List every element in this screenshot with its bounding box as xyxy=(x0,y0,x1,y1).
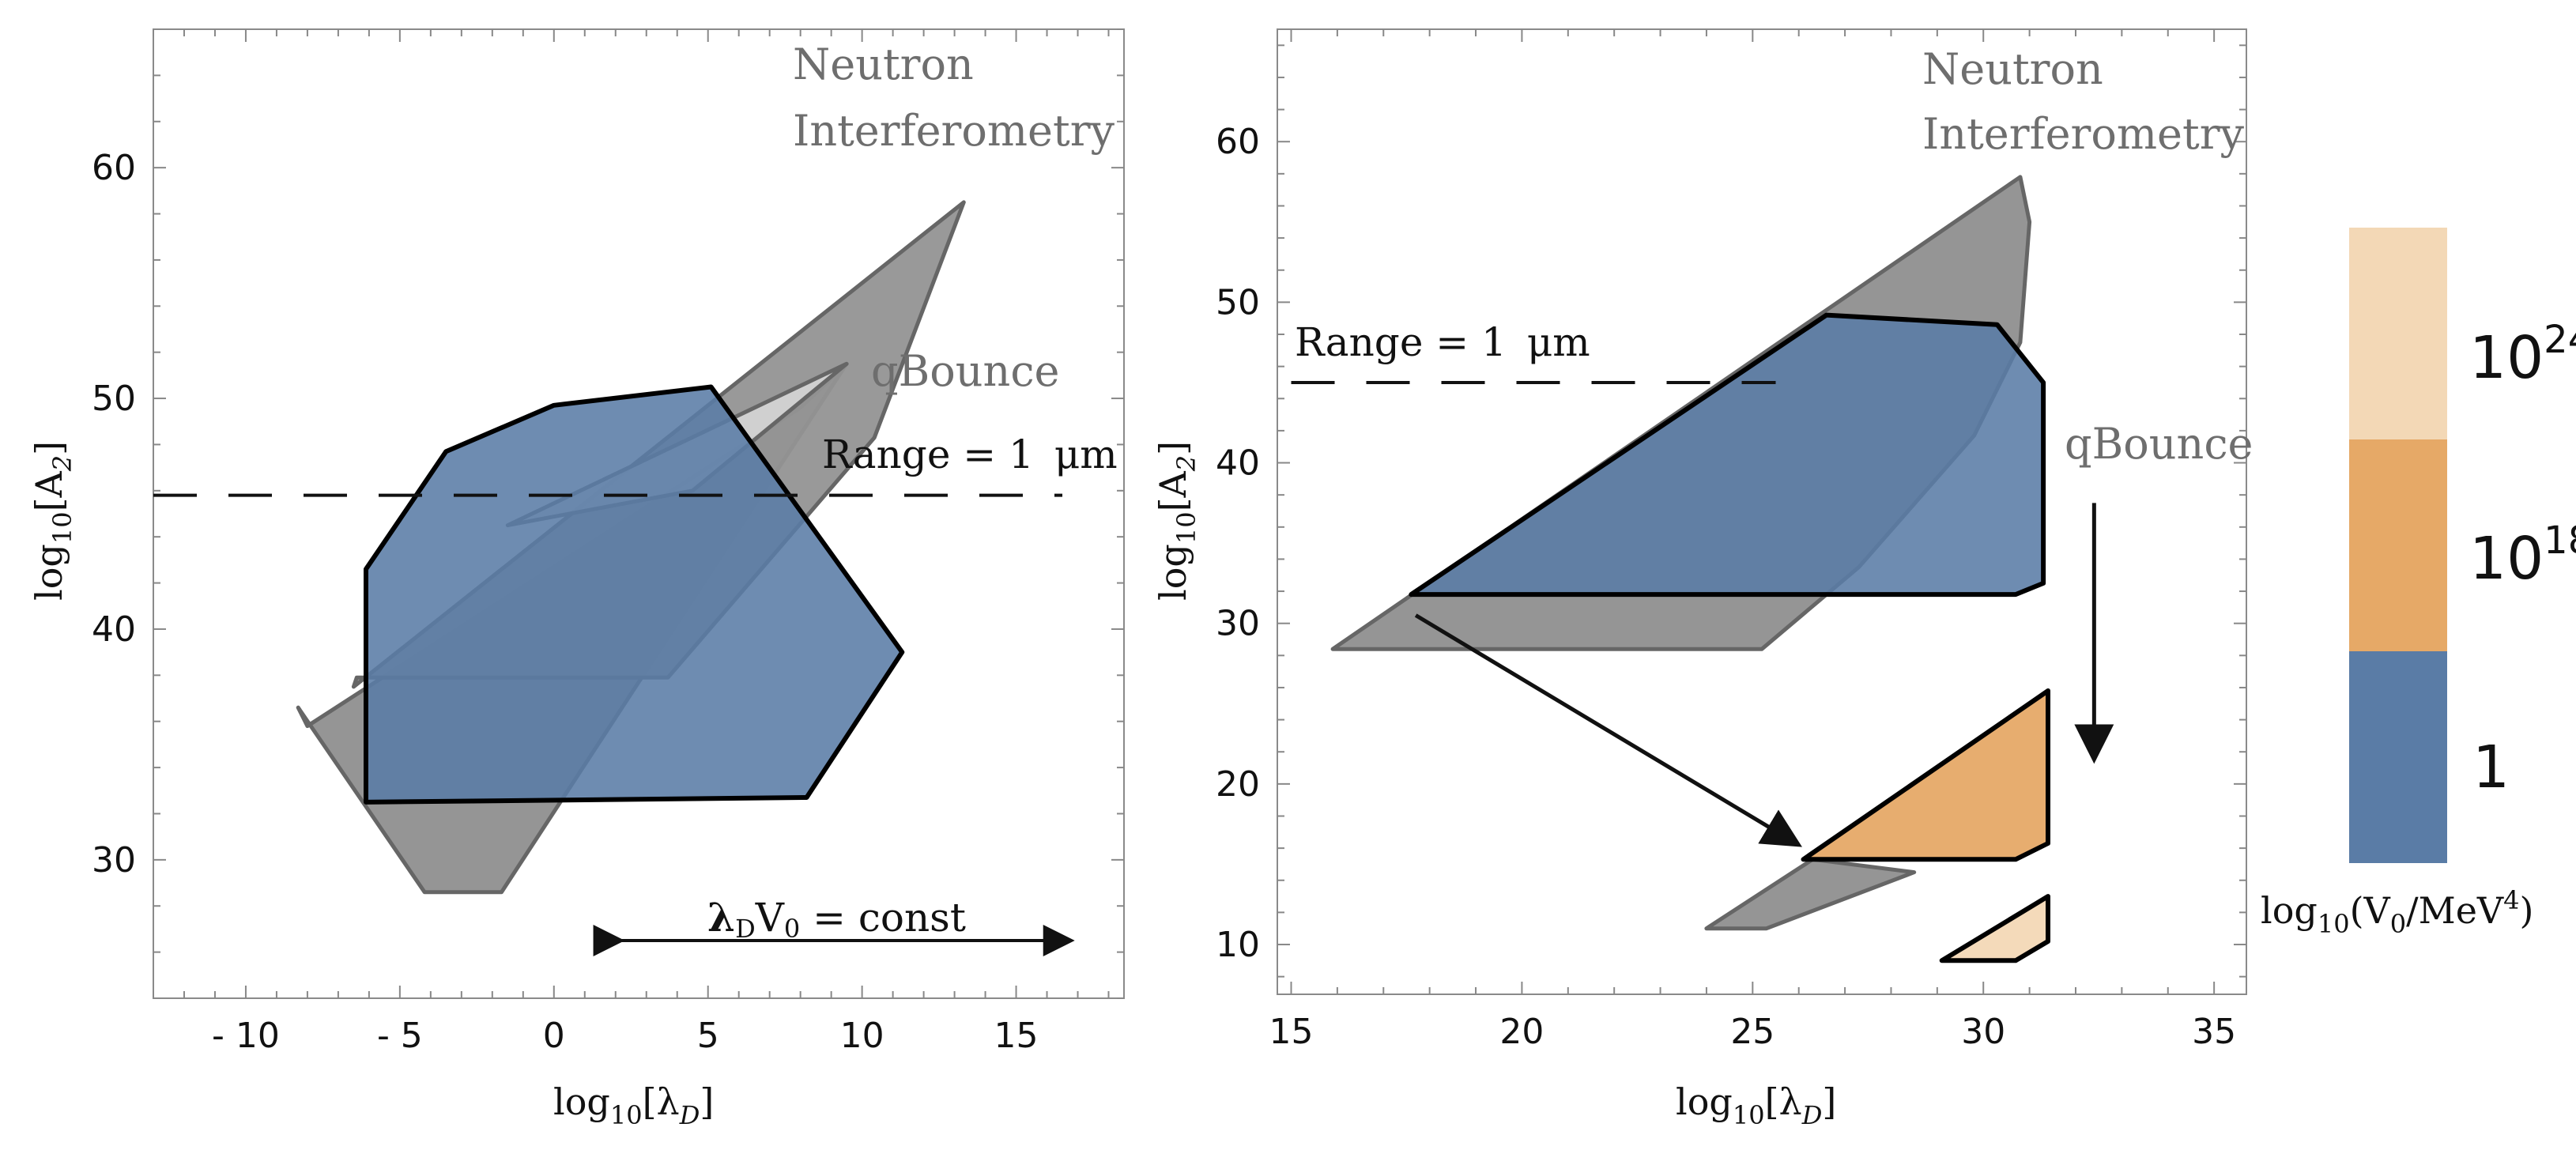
legend-title: log10(V0/MeV4) xyxy=(2261,885,2533,939)
y-tick-label: 50 xyxy=(1216,282,1260,322)
y-tick-label: 30 xyxy=(92,840,136,880)
x-tick-label: 5 xyxy=(697,1016,719,1056)
x-tick-label: 15 xyxy=(994,1016,1039,1056)
x-tick-label: 10 xyxy=(840,1016,884,1056)
right-qbounce-label: qBounce xyxy=(2065,419,2254,469)
left-range-label: Range = 1 μm xyxy=(822,432,1118,477)
y-tick-label: 10 xyxy=(1216,925,1260,965)
right-y-axis-label: log10[A2] xyxy=(1152,441,1201,601)
color-legend: 1024 1018 1 log10(V0/MeV4) xyxy=(2261,228,2576,939)
x-tick-label: 15 xyxy=(1269,1012,1314,1052)
right-x-axis-label: log10[λD] xyxy=(1676,1080,1836,1130)
y-tick-label: 60 xyxy=(1216,122,1260,162)
region-gray-band-low xyxy=(1704,857,1917,931)
x-tick-label: - 10 xyxy=(212,1016,280,1056)
shift-arrow-1 xyxy=(1414,613,1802,847)
right-neutron-label-line2: Interferometry xyxy=(1922,109,2245,159)
legend-label-24: 1024 xyxy=(2469,318,2576,392)
y-tick-label: 40 xyxy=(92,609,136,650)
y-tick-label: 20 xyxy=(1216,764,1260,805)
left-neutron-label-line1: Neutron xyxy=(793,40,974,89)
legend-swatch-18 xyxy=(2349,439,2447,651)
legend-label-18: 1018 xyxy=(2469,518,2576,593)
svg-text:Range = 1 μm: Range = 1 μm xyxy=(822,432,1118,477)
region-log10-v0-mev-4-18 xyxy=(1801,688,2050,862)
y-tick-label: 40 xyxy=(1216,443,1260,484)
region-log10-v0-mev-4-1 xyxy=(1409,312,2046,598)
legend-label-1: 1 xyxy=(2472,733,2510,801)
legend-swatch-24 xyxy=(2349,228,2447,439)
x-tick-label: 0 xyxy=(543,1016,565,1056)
y-tick-label: 30 xyxy=(1216,604,1260,644)
left-y-axis-label: log10[A2] xyxy=(28,441,77,601)
region-log10-v0-mev-4-24 xyxy=(1939,894,2050,963)
y-tick-label: 60 xyxy=(92,148,136,188)
left-neutron-label-line2: Interferometry xyxy=(793,106,1115,156)
x-tick-label: 35 xyxy=(2192,1012,2236,1052)
left-panel: - 10 - 5 0 5 10 15 30 40 50 60 Range = 1 μm Neutr… xyxy=(28,28,1125,1130)
x-tick-label: - 5 xyxy=(377,1016,423,1056)
right-neutron-label-line1: Neutron xyxy=(1922,44,2103,94)
x-tick-label: 25 xyxy=(1730,1012,1775,1052)
x-tick-label: 20 xyxy=(1499,1012,1544,1052)
legend-swatch-1 xyxy=(2349,651,2447,863)
x-tick-label: 30 xyxy=(1961,1012,2005,1052)
left-x-axis-label: log10[λD] xyxy=(553,1080,714,1130)
y-tick-label: 50 xyxy=(92,379,136,419)
right-panel: 15 20 25 30 35 10 20 30 40 50 60 Range = 1 μm Neut… xyxy=(1152,28,2254,1130)
left-const-label: λDV0 = const xyxy=(707,894,966,944)
left-qbounce-label: qBounce xyxy=(871,346,1060,396)
region-log10-v0-mev-4-1 xyxy=(364,384,905,805)
right-range-label: Range = 1 μm xyxy=(1295,319,1590,365)
